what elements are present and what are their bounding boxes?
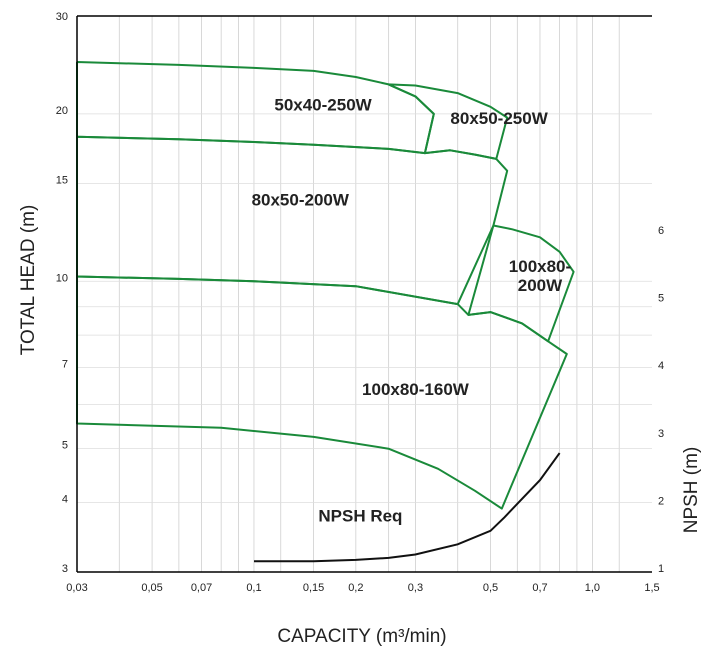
region-label-3: 100x80-200W [509, 257, 571, 295]
region-label-4: 100x80-160W [362, 380, 470, 399]
y2-tick-label: 1 [658, 563, 664, 575]
x-tick-label: 0,3 [408, 582, 423, 594]
npsh-req-curve [254, 452, 561, 563]
x-axis-title: CAPACITY (m³/min) [277, 626, 446, 647]
npsh-req-label: NPSH Req [318, 506, 402, 525]
y2-tick-label: 4 [658, 360, 664, 372]
y-tick-label: 15 [56, 174, 68, 186]
y2-tick-label: 3 [658, 428, 664, 440]
plot-frame [76, 15, 652, 573]
x-tick-label: 0,07 [191, 582, 212, 594]
curves [76, 61, 575, 563]
x-tick-label: 0,7 [532, 582, 547, 594]
y2-tick-label: 2 [658, 495, 664, 507]
y-tick-label: 3 [62, 563, 68, 575]
region-label-2: 80x50-200W [252, 190, 350, 209]
y-tick-label: 7 [62, 358, 68, 370]
region-label-1: 80x50-250W [450, 109, 548, 128]
x-tick-label: 0,15 [303, 582, 324, 594]
x-tick-label: 1,5 [644, 582, 659, 594]
y2-axis-title: NPSH (m) [681, 447, 702, 534]
x-tick-label: 1,0 [585, 582, 600, 594]
y2-tick-label: 5 [658, 293, 664, 305]
y-axis-title: TOTAL HEAD (m) [18, 205, 39, 356]
y-tick-label: 10 [56, 272, 68, 284]
y-tick-label: 30 [56, 11, 68, 23]
region-label-line: 100x80- [509, 257, 571, 276]
region-label-0: 50x40-250W [274, 95, 372, 114]
x-tick-label: 0,5 [483, 582, 498, 594]
region-label-line: 200W [518, 276, 563, 295]
x-tick-label: 0,1 [246, 582, 261, 594]
grid [77, 16, 652, 572]
tick-labels: 0,03 0,05 0,07 0,1 0,15 0,2 0,3 0,5 0,7 1,0 1,5 3 4 5… [56, 11, 664, 594]
region-labels: 50x40-250W 80x50-250W 80x50-200W 100x80-200… [252, 95, 572, 525]
y-tick-label: 4 [62, 494, 68, 506]
x-tick-label: 0,03 [66, 582, 87, 594]
x-tick-label: 0,05 [141, 582, 162, 594]
y2-tick-label: 6 [658, 225, 664, 237]
region-outline-4 [76, 275, 568, 510]
y-tick-label: 5 [62, 440, 68, 452]
region-outline-0 [76, 61, 435, 155]
y-tick-label: 20 [56, 105, 68, 117]
x-tick-label: 0,2 [348, 582, 363, 594]
